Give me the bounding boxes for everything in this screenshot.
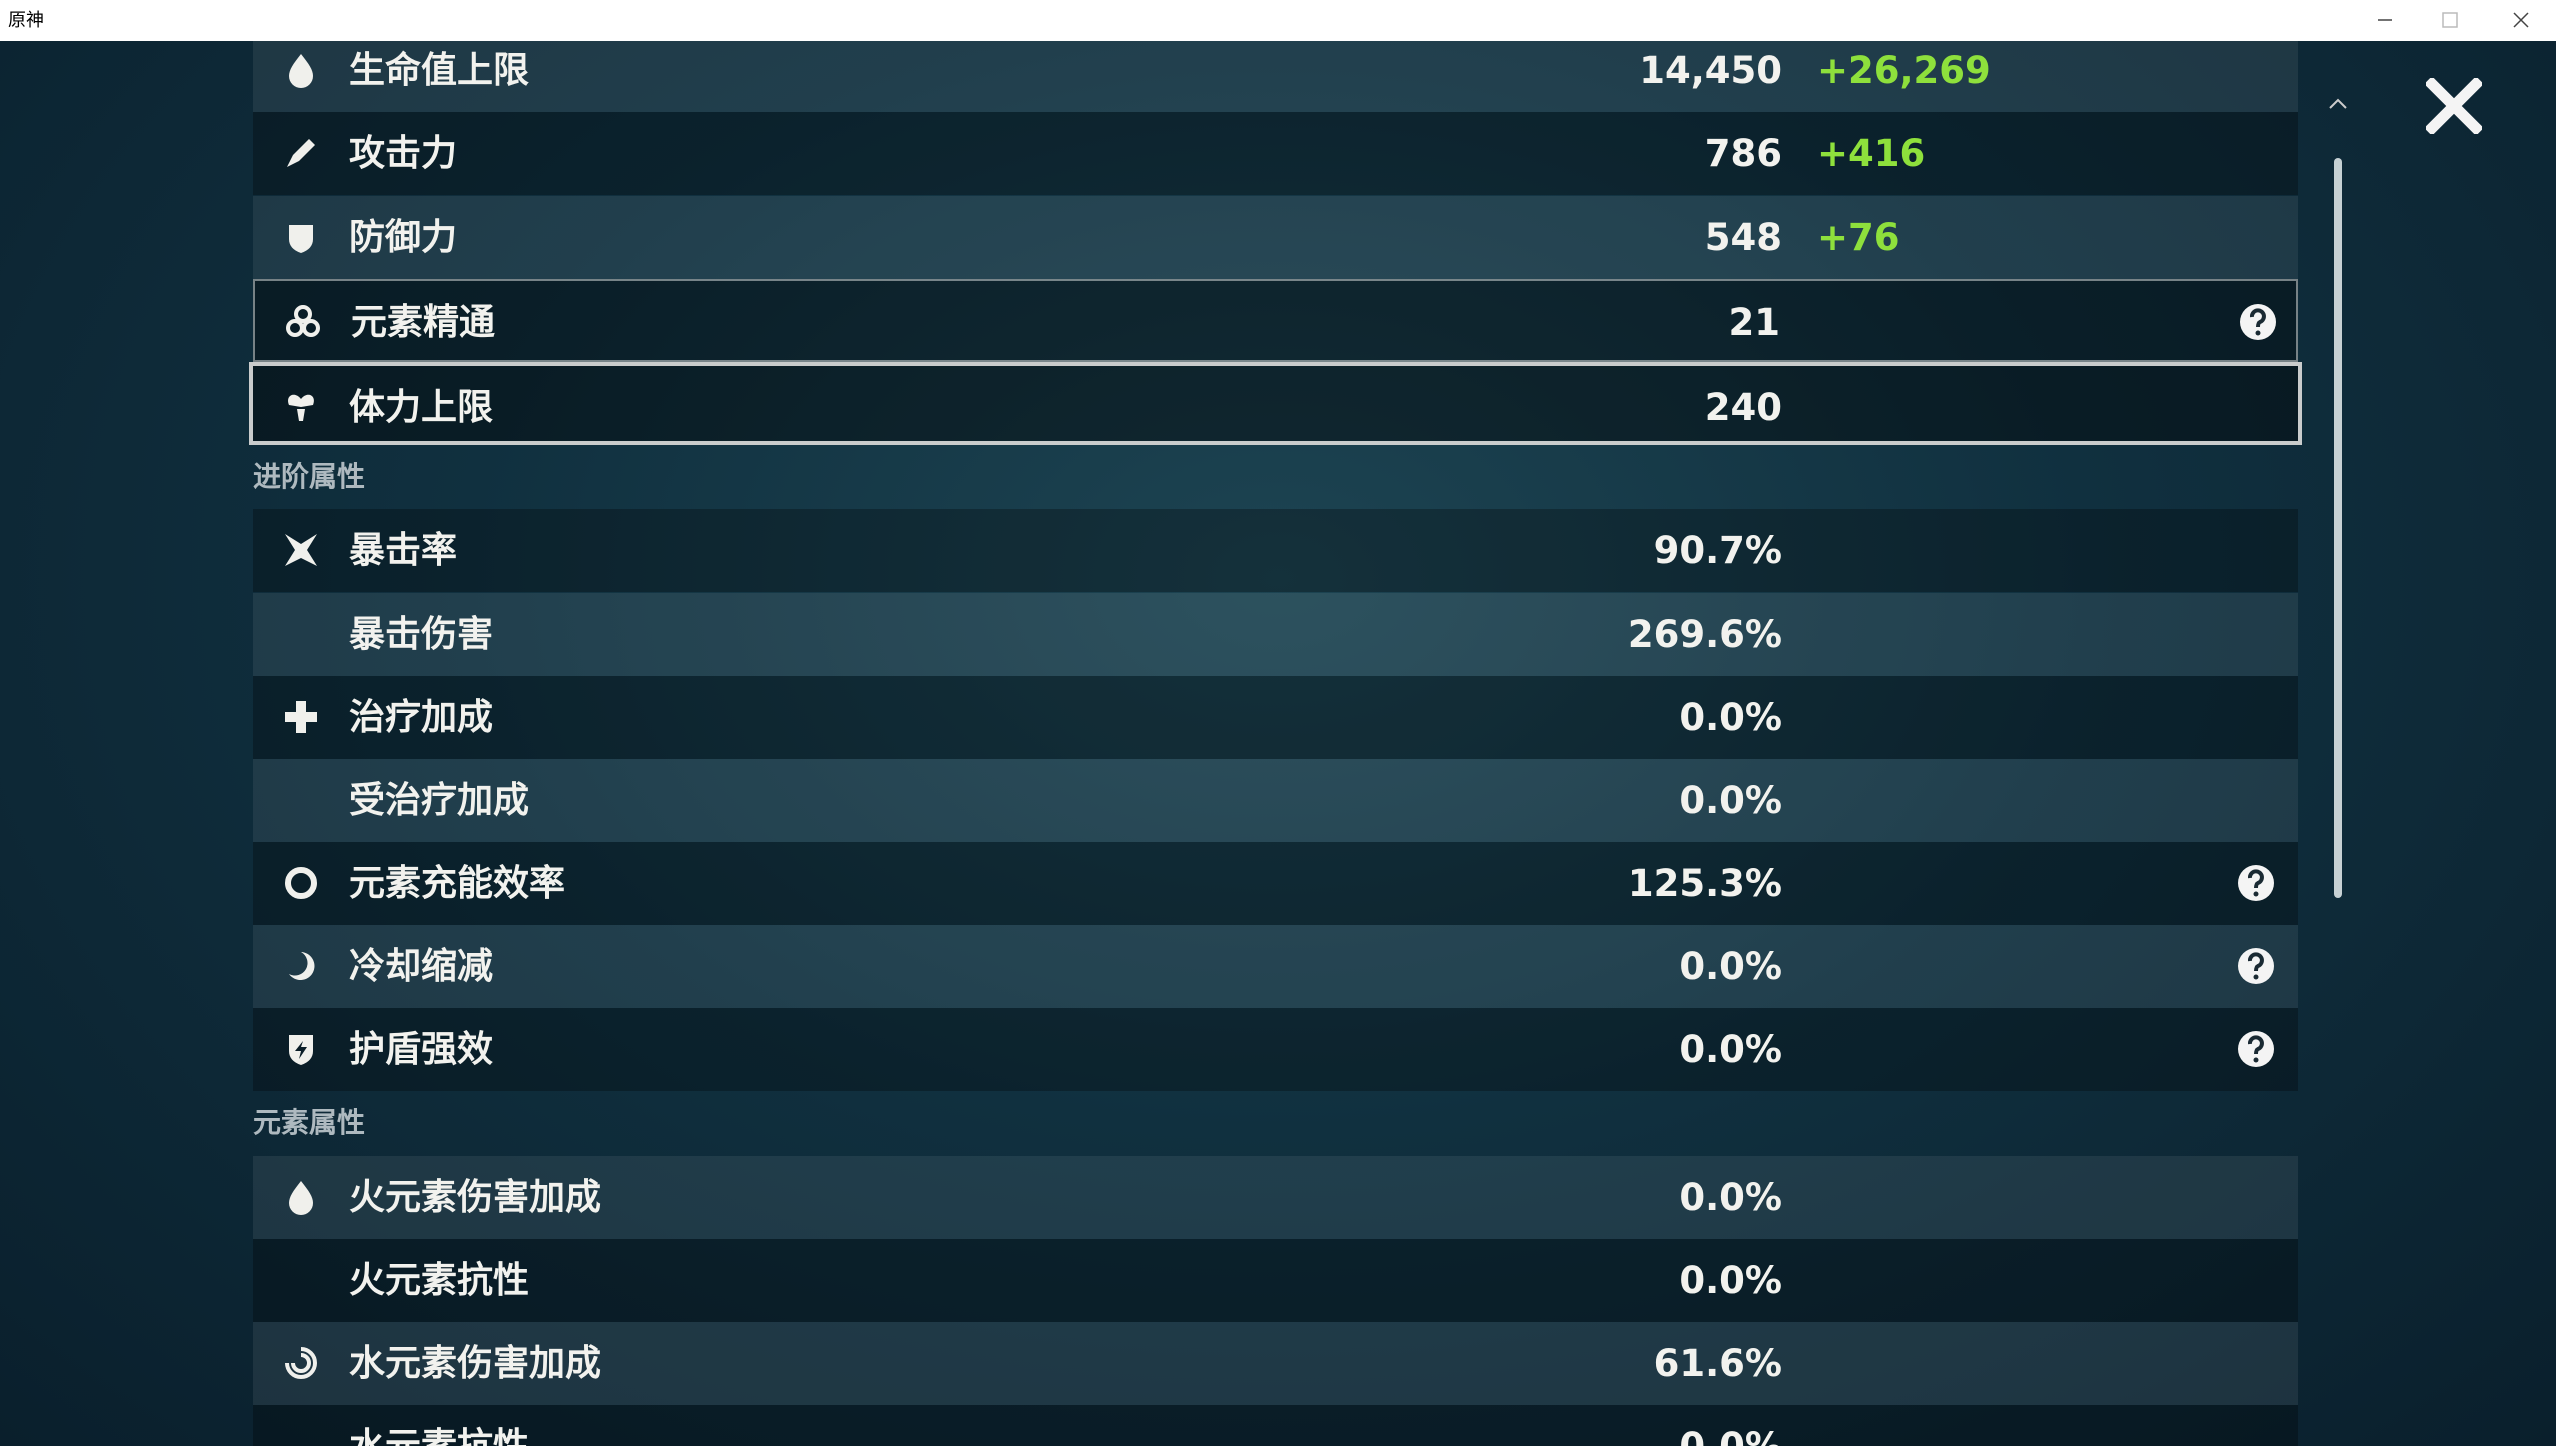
stat-value: 90.7% bbox=[1653, 529, 1782, 573]
minimize-button[interactable] bbox=[2370, 0, 2400, 41]
stat-label: 冷却缩减 bbox=[349, 946, 494, 988]
stat-bonus: +26,269 bbox=[1817, 49, 1991, 93]
stat-row: 体力上限 240 bbox=[249, 361, 2302, 445]
stat-label: 攻击力 bbox=[349, 133, 458, 175]
stat-label: 水元素伤害加成 bbox=[349, 1343, 602, 1384]
stat-value: 0.0% bbox=[1679, 695, 1782, 739]
stat-label: 防御力 bbox=[349, 216, 458, 258]
close-window-button[interactable] bbox=[2506, 0, 2536, 41]
stat-icon bbox=[287, 139, 315, 168]
stat-icon bbox=[289, 1180, 313, 1215]
stat-icon bbox=[286, 304, 320, 337]
stat-row: 元素充能效率 125.3% bbox=[253, 841, 2298, 925]
stat-value: 0.0% bbox=[1679, 778, 1782, 822]
stat-row: 生命值上限 14,450 +26,269 bbox=[253, 29, 2298, 113]
title-bar: 原神 bbox=[0, 0, 2556, 41]
stat-icon bbox=[285, 1347, 317, 1379]
stat-value: 0.0% bbox=[1679, 1258, 1782, 1302]
section-header: 进阶属性 bbox=[253, 460, 366, 494]
stat-icon bbox=[289, 224, 313, 253]
stat-row: 火元素伤害加成 0.0% bbox=[253, 1155, 2298, 1239]
stat-icon bbox=[289, 1035, 313, 1066]
stat-row: 暴击率 90.7% bbox=[253, 509, 2298, 593]
stat-row: 冷却缩减 0.0% bbox=[253, 925, 2298, 1009]
stat-label: 元素充能效率 bbox=[349, 862, 566, 904]
stat-label: 护盾强效 bbox=[349, 1029, 494, 1071]
stat-value: 61.6% bbox=[1653, 1342, 1782, 1385]
help-button[interactable] bbox=[2236, 300, 2280, 344]
stat-value: 21 bbox=[1728, 300, 1781, 344]
stat-icon bbox=[289, 54, 313, 89]
stat-bonus: +76 bbox=[1817, 215, 1900, 259]
stat-row: 攻击力 786 +416 bbox=[253, 112, 2298, 196]
stat-icon bbox=[285, 866, 317, 899]
help-button[interactable] bbox=[2234, 861, 2278, 905]
stat-value: 240 bbox=[1704, 385, 1782, 429]
stat-value: 269.6% bbox=[1627, 612, 1782, 656]
scrollbar-thumb[interactable] bbox=[2334, 158, 2342, 898]
stat-value: 0.0% bbox=[1679, 1028, 1782, 1072]
stat-row: 元素精通 21 bbox=[253, 278, 2298, 362]
close-button[interactable] bbox=[2426, 78, 2482, 134]
stat-label: 体力上限 bbox=[349, 386, 494, 428]
stat-value: 0.0% bbox=[1679, 1175, 1782, 1219]
stat-row: 护盾强效 0.0% bbox=[253, 1008, 2298, 1092]
stat-value: 786 bbox=[1704, 132, 1782, 176]
stat-value: 548 bbox=[1704, 215, 1782, 259]
help-button[interactable] bbox=[2234, 944, 2278, 988]
window-title: 原神 bbox=[8, 10, 44, 31]
stat-row: 受治疗加成 0.0% bbox=[253, 758, 2298, 842]
stat-icon bbox=[285, 534, 317, 567]
stat-label: 元素精通 bbox=[351, 301, 496, 343]
stat-row: 水元素伤害加成 61.6% bbox=[253, 1322, 2298, 1405]
maximize-button[interactable] bbox=[2435, 0, 2465, 41]
stat-icon bbox=[285, 700, 317, 733]
stat-row: 水元素抗性 0.0% bbox=[253, 1405, 2298, 1446]
stat-row: 防御力 548 +76 bbox=[253, 195, 2298, 279]
stat-label: 受治疗加成 bbox=[349, 779, 530, 821]
stat-label: 治疗加成 bbox=[349, 696, 494, 738]
help-button[interactable] bbox=[2234, 1027, 2278, 1071]
stat-row: 火元素抗性 0.0% bbox=[253, 1238, 2298, 1322]
stat-row: 治疗加成 0.0% bbox=[253, 675, 2298, 759]
section-header: 元素属性 bbox=[253, 1106, 366, 1140]
stat-value: 14,450 bbox=[1639, 49, 1782, 93]
stat-row: 暴击伤害 269.6% bbox=[253, 592, 2298, 676]
stat-label: 火元素抗性 bbox=[349, 1259, 530, 1301]
stat-value: 0.0% bbox=[1679, 1405, 1782, 1446]
scroll-up-arrow[interactable] bbox=[2326, 96, 2350, 112]
stat-icon bbox=[289, 952, 315, 981]
stat-bonus: +416 bbox=[1817, 132, 1926, 176]
stat-label: 火元素伤害加成 bbox=[349, 1176, 602, 1218]
stat-value: 0.0% bbox=[1679, 945, 1782, 989]
stat-icon bbox=[288, 394, 314, 421]
stat-label: 暴击伤害 bbox=[349, 613, 494, 655]
stat-value: 125.3% bbox=[1627, 861, 1782, 905]
stat-label: 暴击率 bbox=[349, 530, 458, 572]
stat-label: 生命值上限 bbox=[349, 50, 530, 92]
stat-label: 水元素抗性 bbox=[349, 1405, 529, 1446]
